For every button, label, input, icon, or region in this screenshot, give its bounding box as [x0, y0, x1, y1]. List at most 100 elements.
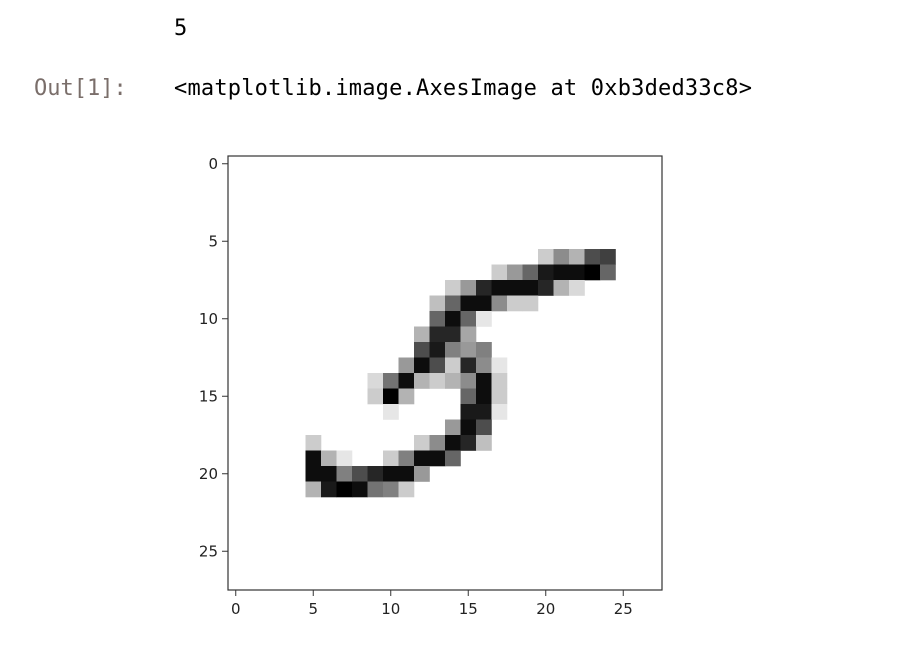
pixel-cell [352, 481, 368, 498]
pixel-cell [476, 388, 492, 405]
pixel-cell [476, 419, 492, 436]
pixel-cell [460, 357, 477, 374]
pixel-cell [476, 404, 492, 420]
cell-stdout: 5 [174, 16, 188, 41]
pixel-cell [460, 342, 477, 358]
pixel-cell [491, 280, 508, 296]
pixel-cell [476, 373, 492, 389]
pixel-cell [398, 450, 415, 467]
pixel-cell [414, 450, 430, 467]
y-tick-label: 20 [199, 465, 218, 483]
pixel-cell [507, 280, 523, 296]
pixel-cell [367, 373, 384, 389]
pixel-cell [522, 264, 539, 281]
pixel-grid [305, 249, 616, 498]
x-tick-label: 5 [308, 600, 318, 618]
pixel-cell [445, 295, 461, 312]
pixel-cell [367, 481, 384, 498]
pixel-cell [538, 280, 554, 296]
axes-frame [227, 155, 663, 591]
pixel-cell [445, 450, 461, 467]
pixel-cell [414, 373, 430, 389]
pixel-cell [367, 466, 384, 482]
pixel-cell [398, 388, 415, 405]
x-tick-label: 10 [381, 600, 400, 618]
pixel-cell [569, 264, 585, 281]
pixel-cell [445, 435, 461, 451]
pixel-cell [429, 295, 446, 312]
pixel-cell [538, 249, 554, 265]
pixel-cell [460, 404, 477, 420]
pixel-cell [460, 435, 477, 451]
output-prompt: Out[1]: [34, 76, 127, 101]
pixel-cell [445, 280, 461, 296]
pixel-cell [445, 326, 461, 343]
pixel-cell [445, 419, 461, 436]
pixel-cell [305, 435, 322, 451]
y-axis: 0 5 10 15 20 25 [199, 155, 228, 560]
pixel-cell [383, 373, 399, 389]
output-repr: <matplotlib.image.AxesImage at 0xb3ded33… [174, 76, 753, 101]
pixel-cell [569, 249, 585, 265]
y-tick-label: 0 [208, 155, 218, 173]
pixel-cell [336, 466, 353, 482]
y-tick-label: 25 [199, 542, 218, 560]
pixel-cell [460, 295, 477, 312]
pixel-cell [414, 435, 430, 451]
pixel-cell [476, 435, 492, 451]
pixel-cell [398, 481, 415, 498]
pixel-cell [383, 404, 399, 420]
pixel-cell [414, 466, 430, 482]
pixel-cell [491, 373, 508, 389]
pixel-cell [398, 466, 415, 482]
pixel-cell [476, 311, 492, 327]
pixel-cell [383, 481, 399, 498]
pixel-cell [584, 249, 601, 265]
pixel-cell [507, 264, 523, 281]
y-tick-label: 5 [208, 232, 218, 250]
pixel-cell [553, 280, 570, 296]
pixel-cell [321, 450, 337, 467]
pixel-cell [398, 373, 415, 389]
pixel-cell [522, 280, 539, 296]
pixel-cell [460, 388, 477, 405]
pixel-cell [491, 388, 508, 405]
x-tick-label: 0 [231, 600, 241, 618]
pixel-cell [460, 280, 477, 296]
pixel-cell [429, 311, 446, 327]
pixel-cell [383, 450, 399, 467]
pixel-cell [336, 450, 353, 467]
pixel-cell [600, 249, 616, 265]
x-tick-label: 25 [614, 600, 633, 618]
pixel-cell [367, 388, 384, 405]
pixel-cell [398, 357, 415, 374]
pixel-cell [336, 481, 353, 498]
pixel-cell [491, 404, 508, 420]
x-tick-label: 15 [459, 600, 478, 618]
pixel-cell [491, 264, 508, 281]
pixel-cell [460, 311, 477, 327]
pixel-cell [553, 264, 570, 281]
pixel-cell [460, 419, 477, 436]
x-axis: 0 5 10 15 20 25 [231, 590, 633, 618]
pixel-cell [429, 357, 446, 374]
pixel-cell [445, 342, 461, 358]
pixel-cell [460, 326, 477, 343]
pixel-cell [553, 249, 570, 265]
pixel-cell [476, 295, 492, 312]
pixel-cell [522, 295, 539, 312]
pixel-cell [476, 342, 492, 358]
pixel-cell [445, 373, 461, 389]
pixel-cell [491, 295, 508, 312]
pixel-cell [414, 342, 430, 358]
pixel-cell [476, 280, 492, 296]
pixel-cell [600, 264, 616, 281]
pixel-cell [429, 342, 446, 358]
x-tick-label: 20 [536, 600, 555, 618]
pixel-cell [476, 357, 492, 374]
pixel-cell [383, 466, 399, 482]
pixel-cell [305, 481, 322, 498]
pixel-cell [460, 373, 477, 389]
pixel-cell [414, 357, 430, 374]
